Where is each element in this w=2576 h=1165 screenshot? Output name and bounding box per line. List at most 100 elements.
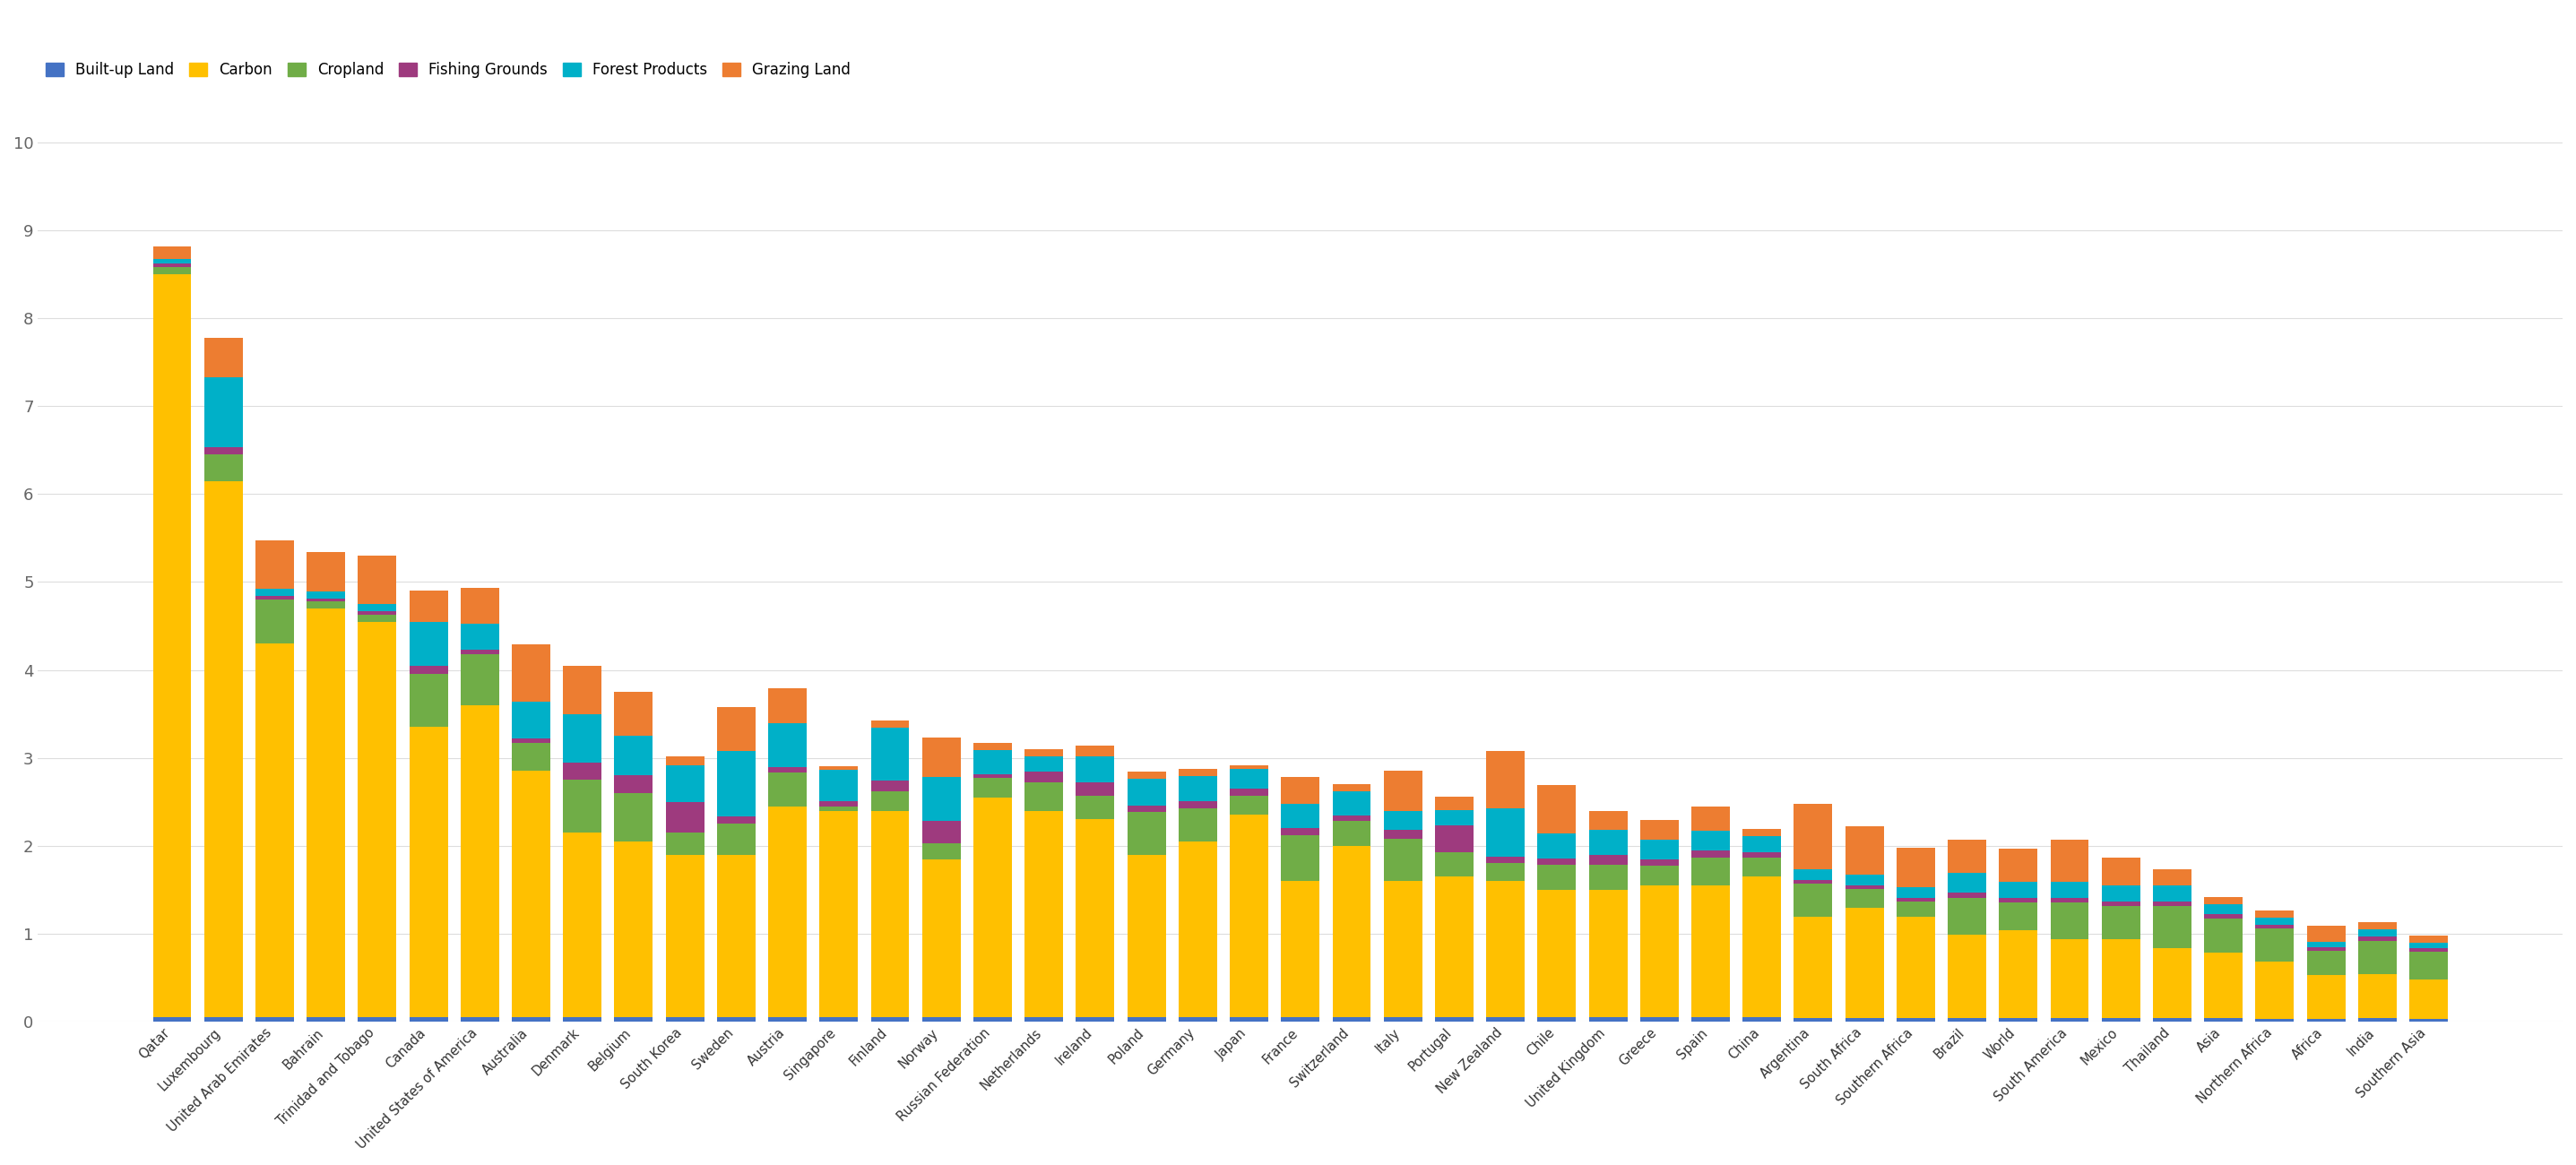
Bar [2205,897,2244,904]
Bar [1589,1017,1628,1022]
Bar [1538,866,1577,890]
Bar [461,623,500,650]
Bar [307,1017,345,1022]
Bar [2154,869,2192,885]
Bar [1025,783,1064,811]
Bar [1128,779,1167,805]
Bar [1280,835,1319,881]
Bar [2306,951,2344,975]
Bar [1947,1018,1986,1022]
Bar [1383,811,1422,829]
Bar [1383,881,1422,1017]
Bar [616,841,652,1017]
Bar [1844,1018,1883,1022]
Bar [1947,840,1986,873]
Bar [2050,902,2089,939]
Bar [922,859,961,1017]
Bar [1486,809,1525,856]
Bar [819,767,858,770]
Bar [1641,885,1680,1017]
Bar [616,736,652,776]
Bar [307,601,345,608]
Bar [410,665,448,675]
Bar [255,600,294,643]
Bar [2102,905,2141,939]
Bar [513,771,551,1017]
Bar [616,793,652,841]
Bar [1793,917,1832,1018]
Bar [1383,839,1422,881]
Bar [1486,863,1525,881]
Bar [871,721,909,728]
Bar [1025,811,1064,1017]
Bar [1844,909,1883,1018]
Bar [1896,887,1935,898]
Bar [1896,1018,1935,1022]
Bar [358,622,397,1017]
Bar [2257,929,2295,962]
Bar [768,689,806,723]
Bar [1332,815,1370,821]
Bar [513,743,551,771]
Bar [2409,952,2447,980]
Bar [1793,883,1832,917]
Bar [2154,905,2192,948]
Bar [204,447,242,454]
Bar [2154,948,2192,1018]
Bar [1383,1017,1422,1022]
Bar [2154,885,2192,902]
Bar [1589,829,1628,855]
Bar [1844,826,1883,875]
Bar [564,779,603,833]
Bar [1435,826,1473,852]
Bar [665,756,703,765]
Bar [2205,915,2244,919]
Bar [2357,923,2396,930]
Bar [1896,848,1935,887]
Bar [2102,902,2141,905]
Bar [2102,939,2141,1018]
Bar [1589,866,1628,890]
Bar [564,1017,603,1022]
Bar [1486,1017,1525,1022]
Bar [1793,804,1832,869]
Bar [358,603,397,610]
Bar [1229,815,1267,1017]
Bar [204,338,242,377]
Bar [1641,820,1680,840]
Bar [1435,797,1473,810]
Bar [1383,829,1422,839]
Bar [2102,857,2141,885]
Bar [1435,876,1473,1017]
Bar [410,727,448,1017]
Bar [2050,939,2089,1018]
Bar [819,806,858,811]
Bar [358,610,397,614]
Bar [716,750,755,817]
Bar [1229,769,1267,789]
Bar [1641,1017,1680,1022]
Bar [1692,885,1731,1017]
Bar [1280,881,1319,1017]
Bar [1077,783,1115,796]
Bar [2050,882,2089,898]
Bar [1741,857,1780,876]
Bar [665,855,703,1017]
Bar [1177,1017,1216,1022]
Bar [2357,1018,2396,1022]
Bar [922,777,961,821]
Bar [819,800,858,806]
Bar [1128,805,1167,812]
Bar [616,776,652,793]
Bar [1077,1017,1115,1022]
Bar [1589,811,1628,829]
Bar [1538,890,1577,1017]
Bar [922,843,961,859]
Bar [1999,848,2038,882]
Bar [1177,809,1216,841]
Bar [513,701,551,739]
Bar [1177,776,1216,800]
Bar [461,705,500,1017]
Bar [1435,810,1473,826]
Bar [2050,898,2089,902]
